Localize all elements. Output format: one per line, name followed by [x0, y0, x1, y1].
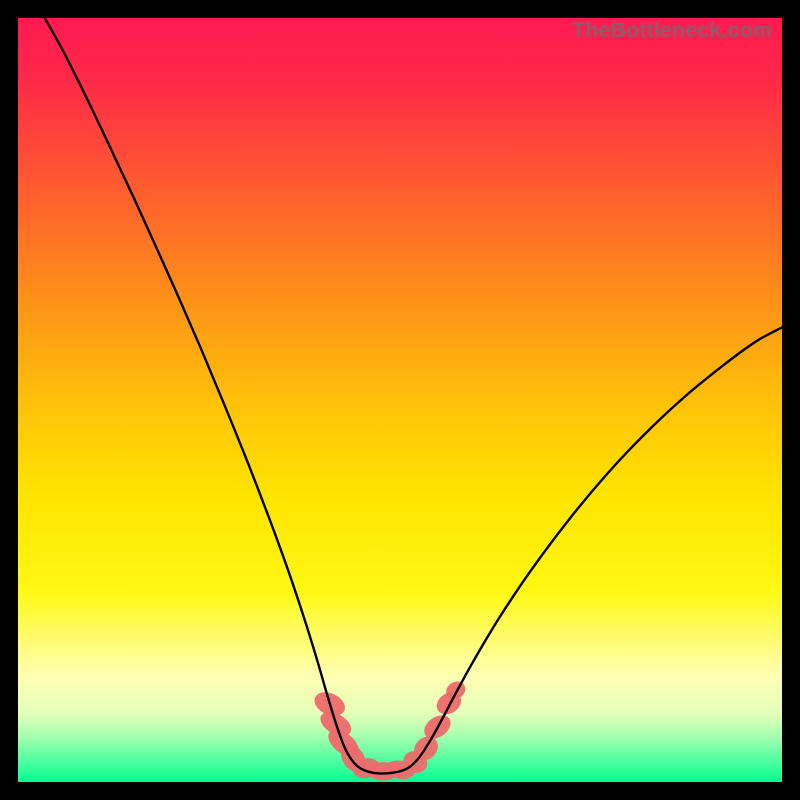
plot-area: TheBottleneck.com [18, 18, 782, 782]
gradient-background [18, 18, 782, 782]
plot-svg [18, 18, 782, 782]
chart-frame: TheBottleneck.com [0, 0, 800, 800]
